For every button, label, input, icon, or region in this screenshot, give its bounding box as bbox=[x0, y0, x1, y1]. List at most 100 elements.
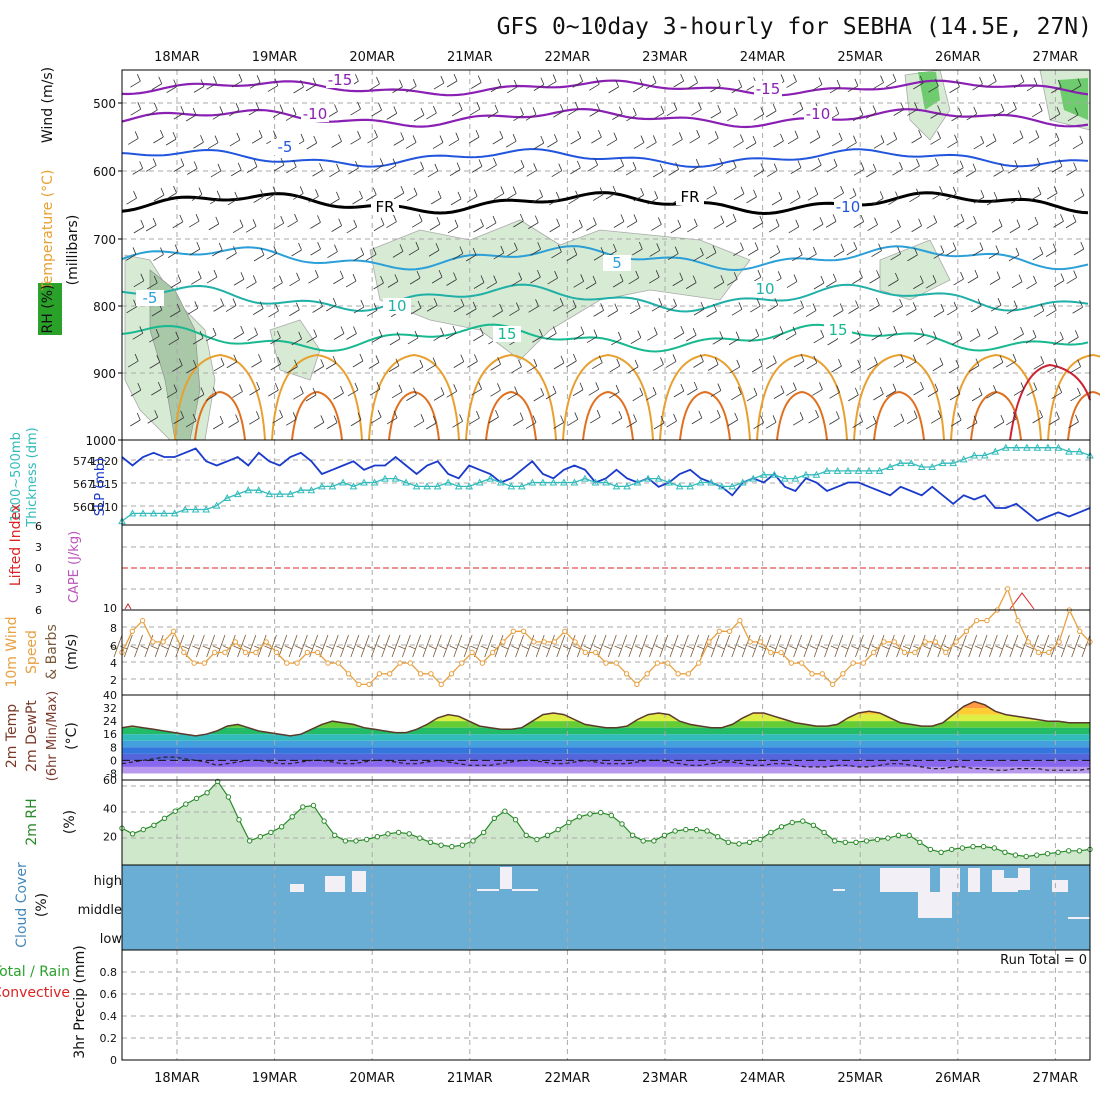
wind-barb bbox=[126, 191, 137, 205]
wind-barb bbox=[425, 357, 437, 372]
cloud-level-label: low bbox=[100, 932, 123, 947]
wind-barb bbox=[633, 135, 645, 149]
wind-barb bbox=[369, 76, 380, 91]
wind-barb bbox=[847, 78, 859, 93]
wind-barb-10m bbox=[645, 634, 658, 658]
wind-barb-10m bbox=[1026, 634, 1039, 658]
wind-barb bbox=[673, 383, 685, 398]
rh-point bbox=[1066, 848, 1072, 854]
axis-label-2m-dewpt: 2m DewPt bbox=[24, 700, 40, 772]
wind-barb bbox=[633, 187, 645, 202]
wind-barb bbox=[585, 275, 597, 290]
wind-barb bbox=[848, 387, 859, 402]
wind-barb-10m bbox=[892, 634, 906, 658]
rh-point bbox=[427, 839, 434, 845]
wind-barb bbox=[1032, 409, 1043, 424]
wind-barb bbox=[953, 271, 964, 286]
wind-barb-10m bbox=[768, 634, 782, 658]
thickness-point bbox=[475, 478, 484, 486]
wind-barb-10m bbox=[130, 634, 143, 658]
isotherm-label-bg bbox=[603, 255, 631, 271]
thickness-point bbox=[328, 482, 337, 490]
wind-barb bbox=[953, 213, 965, 228]
thickness-point bbox=[444, 478, 453, 486]
wind-barb bbox=[193, 79, 205, 93]
wind-barb bbox=[909, 188, 920, 203]
rh-point bbox=[300, 804, 306, 810]
rh-point bbox=[895, 832, 902, 838]
li-tick: 6 bbox=[35, 520, 42, 533]
thickness-point bbox=[1023, 443, 1031, 451]
wind-barb bbox=[613, 214, 625, 228]
wind-speed-point bbox=[1004, 586, 1011, 592]
rh-point bbox=[970, 843, 976, 850]
wind-tick: 4 bbox=[110, 657, 117, 670]
wind-barb bbox=[469, 102, 481, 116]
thickness-point bbox=[254, 486, 263, 494]
wind-barb bbox=[467, 354, 478, 368]
wind-barb bbox=[588, 382, 600, 396]
wind-barb bbox=[869, 297, 880, 312]
wind-barb bbox=[212, 242, 223, 257]
wind-barb bbox=[1051, 385, 1063, 399]
wind-barb bbox=[990, 298, 1002, 312]
wind-speed-point bbox=[871, 649, 877, 656]
wind-speed-point bbox=[1056, 639, 1062, 645]
wind-tick: 2 bbox=[110, 674, 117, 687]
wind-barb-10m bbox=[511, 634, 524, 658]
wind-barb bbox=[691, 102, 702, 116]
wind-barb bbox=[1045, 303, 1057, 317]
wind-barb bbox=[906, 302, 917, 316]
wind-barb bbox=[452, 246, 464, 260]
wind-barb bbox=[706, 303, 717, 318]
wind-barb bbox=[1027, 216, 1039, 231]
wind-barb bbox=[1065, 214, 1077, 229]
rh-point bbox=[725, 839, 731, 845]
thickness-point bbox=[1001, 443, 1010, 451]
wind-barb bbox=[347, 382, 359, 397]
wind-speed-point bbox=[490, 649, 496, 656]
thickness-point bbox=[128, 509, 137, 517]
thickness-point bbox=[886, 463, 894, 471]
wind-barb bbox=[630, 330, 642, 345]
isotherm-label-bg bbox=[136, 290, 164, 306]
wind-barb bbox=[1007, 160, 1019, 174]
thickness-point bbox=[486, 474, 495, 482]
wind-barb bbox=[212, 415, 224, 430]
wind-barb bbox=[350, 131, 361, 145]
wind-speed-point bbox=[768, 649, 774, 656]
rh-point bbox=[629, 832, 636, 838]
wind-barb bbox=[153, 129, 164, 144]
wind-barb bbox=[685, 275, 697, 289]
wind-barb bbox=[530, 242, 542, 256]
wind-barb bbox=[490, 78, 502, 93]
axis-label-2m-rh: 2m RH bbox=[24, 798, 40, 845]
thickness-point bbox=[381, 474, 389, 482]
wind-barb-10m bbox=[810, 634, 823, 658]
wind-barb bbox=[433, 387, 445, 401]
wind-barb bbox=[128, 131, 139, 145]
wind-barb bbox=[553, 104, 564, 118]
wind-barb bbox=[666, 413, 677, 428]
wind-barb bbox=[965, 163, 977, 177]
rh-point bbox=[768, 829, 774, 836]
wind-barb bbox=[1006, 101, 1017, 116]
isotherm-p25 bbox=[873, 390, 925, 441]
wind-speed-point bbox=[974, 617, 980, 624]
thickness-point bbox=[1075, 447, 1084, 455]
wind-barb bbox=[913, 275, 924, 290]
wind-speed-point bbox=[407, 660, 413, 666]
wind-barb bbox=[308, 270, 319, 284]
wind-barb-10m bbox=[418, 634, 432, 658]
wind-speed-point bbox=[901, 649, 908, 656]
wind-barb bbox=[608, 384, 620, 399]
wind-barb bbox=[766, 163, 778, 177]
wind-barb bbox=[731, 302, 743, 316]
wind-barb-10m bbox=[573, 634, 586, 658]
wind-barb bbox=[748, 328, 760, 343]
wind-barb bbox=[653, 357, 664, 371]
wind-speed-point bbox=[613, 660, 619, 666]
wind-barb bbox=[1046, 185, 1058, 200]
wind-barb bbox=[1066, 270, 1078, 284]
wind-speed-point bbox=[654, 660, 661, 666]
